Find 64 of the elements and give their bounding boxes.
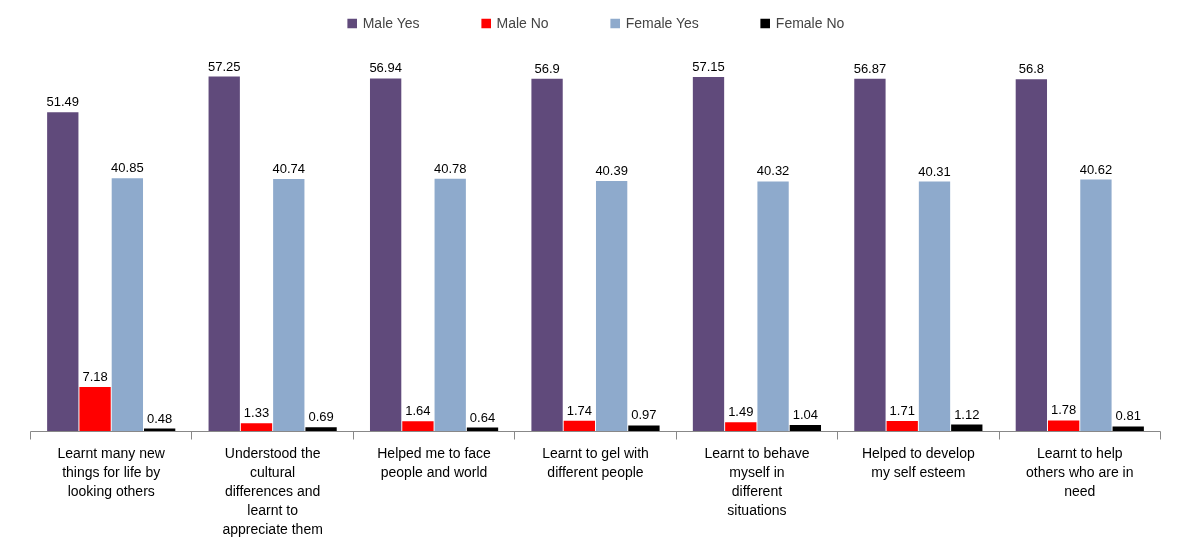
- x-tick-label: Learnt many new things for life by looking others: [57, 444, 166, 499]
- legend-label: Male No: [496, 15, 549, 31]
- bar: [886, 420, 918, 432]
- bar: [692, 77, 725, 432]
- bar: [1080, 179, 1112, 432]
- data-label: 40.31: [918, 163, 951, 179]
- data-label: 0.48: [146, 410, 173, 426]
- data-label: 1.74: [566, 402, 593, 418]
- data-label: 56.9: [534, 60, 560, 76]
- bar: [208, 76, 240, 432]
- data-label: 1.04: [792, 407, 819, 423]
- bar: [757, 181, 789, 432]
- data-label: 0.97: [631, 407, 657, 423]
- data-label: 1.78: [1050, 402, 1077, 418]
- data-label: 40.62: [1079, 161, 1113, 177]
- bar: [434, 178, 466, 432]
- x-tick-label: Helped to develop my self esteem: [861, 444, 975, 480]
- data-label: 56.8: [1018, 61, 1045, 77]
- data-label: 0.81: [1115, 408, 1141, 424]
- x-tick-label: Learnt to help others who are in need: [1026, 444, 1134, 499]
- x-tick-label: Understood the cultural differences and learnt to appreciate them: [222, 444, 323, 538]
- x-tick-label: Learnt to behave myself in different situations: [704, 444, 810, 519]
- data-label: 0.69: [308, 409, 334, 425]
- bar: [1015, 79, 1048, 432]
- x-tick-label: Helped me to face people and world: [377, 444, 492, 480]
- data-label: 1.12: [954, 406, 980, 422]
- bar: [918, 181, 951, 432]
- data-label: 1.71: [889, 402, 915, 418]
- data-label: 1.49: [728, 404, 754, 420]
- bar: [273, 178, 305, 432]
- bar: [111, 178, 144, 432]
- bar: [240, 423, 273, 432]
- bar: [789, 425, 822, 432]
- data-label: 56.94: [369, 60, 402, 76]
- bar: [1047, 420, 1080, 432]
- data-label: 40.74: [272, 160, 306, 176]
- data-label: 1.64: [405, 403, 431, 419]
- data-label: 40.85: [111, 160, 144, 176]
- bar: [47, 112, 79, 432]
- data-label: 56.87: [853, 60, 887, 76]
- data-label: 40.78: [433, 160, 467, 176]
- bar: [563, 420, 596, 432]
- data-label: 40.32: [756, 163, 790, 179]
- legend-label: Male Yes: [362, 15, 420, 31]
- data-label: 40.39: [595, 163, 628, 179]
- legend-label: Female No: [775, 15, 845, 31]
- x-tick-label: Learnt to gel with different people: [542, 444, 649, 480]
- bar: [369, 78, 402, 432]
- bar: [628, 425, 660, 432]
- bar: [1112, 426, 1144, 432]
- data-label: 0.64: [469, 409, 496, 425]
- bar: [79, 386, 111, 432]
- bar: [402, 421, 434, 432]
- data-label: 7.18: [82, 368, 108, 384]
- data-label: 1.33: [243, 405, 270, 421]
- bar: [595, 181, 628, 432]
- bar: [854, 78, 886, 432]
- data-label: 57.25: [207, 58, 241, 74]
- bar: [531, 78, 563, 432]
- legend-label: Female Yes: [625, 15, 699, 31]
- bar: [725, 422, 757, 432]
- data-label: 57.15: [692, 59, 725, 75]
- bar: [305, 427, 337, 432]
- data-label: 51.49: [46, 94, 80, 110]
